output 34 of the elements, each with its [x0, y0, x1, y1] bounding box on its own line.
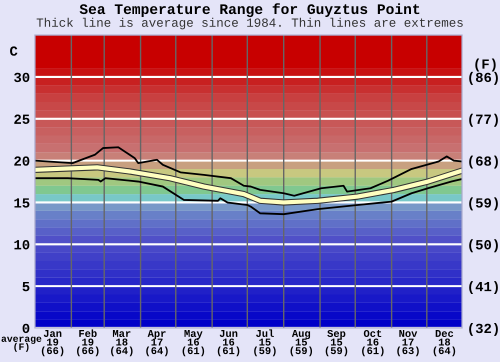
y-tick-label: 25 [14, 114, 30, 124]
x-tick-label: Dec 18 (64) [434, 330, 456, 356]
chart-subtitle: Thick line is average since 1984. Thin lines are extremes [36, 18, 463, 30]
x-tick-label: Feb 19 (66) [77, 329, 99, 356]
x-tick-label: Jan 19 (66) [42, 330, 64, 356]
x-tick-label: Aug 15 (59) [290, 330, 312, 356]
y2-axis-title: (F) [475, 58, 496, 72]
y2-tick-label: (59) [469, 197, 498, 210]
x-tick-label: Jun 16 (61) [218, 330, 240, 356]
line-series [35, 177, 462, 216]
y-tick-label: 0 [22, 324, 30, 334]
y2-tick-label: (50) [469, 239, 498, 252]
y-tick-label: 15 [14, 198, 30, 208]
x-tick-label: Mar 18 (64) [111, 330, 133, 356]
x-tick-label: Oct 16 (61) [362, 330, 384, 356]
text: average (F) [2, 336, 42, 352]
y-axis-title: C [10, 46, 18, 56]
x-tick-label: Nov 17 (63) [397, 330, 419, 356]
x-tick-label: Apr 17 (64) [146, 330, 168, 356]
y2-tick-label: (32) [469, 322, 498, 336]
y-tick-label: 5 [22, 282, 30, 292]
y2-tick-label: (41) [469, 281, 498, 294]
chart-title: Sea Temperature Range for Guyztus Point [80, 3, 420, 18]
y-tick-label: 20 [14, 156, 30, 166]
y-tick-label: 10 [14, 240, 30, 250]
y2-tick-label: (68) [469, 156, 498, 169]
x-tick-label: May 16 (61) [182, 330, 204, 356]
y-tick-label: 30 [14, 72, 30, 82]
x-tick-label: Sep 15 (59) [326, 330, 348, 356]
line-series [35, 146, 462, 197]
line-series [35, 164, 462, 206]
x-tick-label: Jul 15 (59) [254, 329, 276, 356]
y2-tick-label: (86) [469, 72, 498, 85]
y2-tick-label: (77) [469, 114, 498, 127]
